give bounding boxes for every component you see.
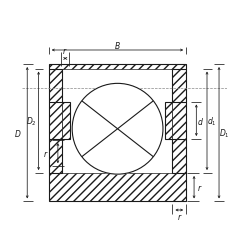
Polygon shape (49, 69, 62, 102)
Text: $B$: $B$ (114, 40, 120, 51)
Polygon shape (164, 102, 172, 139)
Polygon shape (49, 139, 62, 173)
Polygon shape (172, 102, 185, 139)
Text: $r$: $r$ (62, 46, 68, 56)
Text: $d_1$: $d_1$ (207, 115, 216, 128)
Text: $D$: $D$ (14, 128, 22, 139)
Text: $r$: $r$ (42, 148, 48, 158)
Polygon shape (172, 139, 185, 173)
Text: $D_2$: $D_2$ (26, 115, 37, 128)
Text: $r$: $r$ (196, 183, 202, 192)
Polygon shape (49, 65, 185, 69)
Polygon shape (49, 102, 62, 139)
Polygon shape (172, 69, 185, 102)
Text: $D_1$: $D_1$ (218, 127, 229, 139)
Circle shape (72, 84, 162, 174)
Polygon shape (62, 102, 70, 139)
Text: $d$: $d$ (196, 115, 203, 126)
Polygon shape (49, 173, 185, 202)
Text: $r$: $r$ (176, 211, 181, 221)
